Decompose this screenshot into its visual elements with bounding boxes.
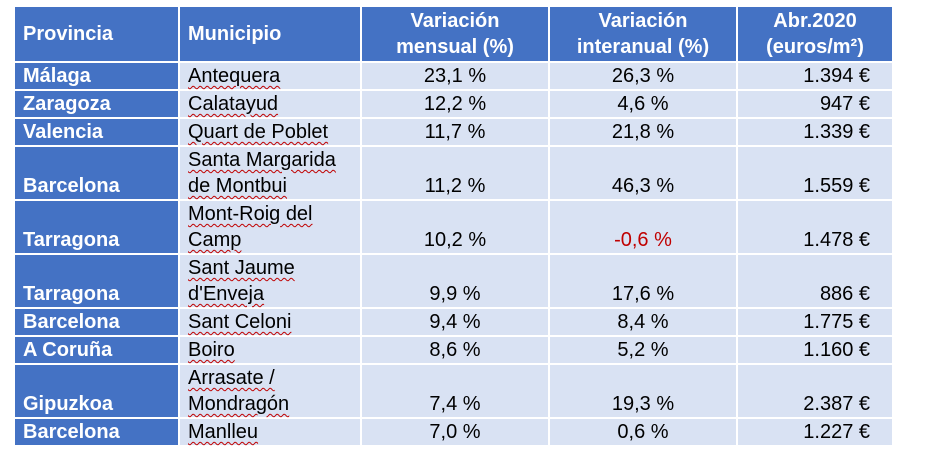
table-row: Barcelona Sant Celoni 9,4 % 8,4 % 1.775 € [13, 307, 894, 337]
price-cell: 947 € [736, 89, 894, 119]
monthly-change-cell: 7,4 % [360, 363, 550, 419]
municipality-cell: Calatayud [178, 89, 362, 119]
province-cell: Barcelona [13, 417, 180, 447]
annual-change-cell: -0,6 % [548, 199, 738, 255]
column-header: Variación interanual (%) [548, 5, 738, 63]
monthly-change-cell: 11,7 % [360, 117, 550, 147]
monthly-change-cell: 9,4 % [360, 307, 550, 337]
annual-change-cell: 46,3 % [548, 145, 738, 201]
municipality-cell: Arrasate / Mondragón [178, 363, 362, 419]
monthly-change-cell: 10,2 % [360, 199, 550, 255]
annual-change-cell: 5,2 % [548, 335, 738, 365]
price-cell: 1.227 € [736, 417, 894, 447]
province-cell: Valencia [13, 117, 180, 147]
table-row: Zaragoza Calatayud 12,2 % 4,6 % 947 € [13, 89, 894, 119]
table-row: Gipuzkoa Arrasate / Mondragón 7,4 % 19,3 % 2… [13, 363, 894, 419]
annual-change-cell: 8,4 % [548, 307, 738, 337]
column-header: Municipio [178, 5, 362, 63]
municipality-cell: Sant Celoni [178, 307, 362, 337]
table-row: Barcelona Santa Margarida de Montbui 11,2 … [13, 145, 894, 201]
table-body: Málaga Antequera 23,1 % 26,3 % 1.394 € Zarago… [13, 61, 894, 447]
annual-change-cell: 26,3 % [548, 61, 738, 91]
municipality-cell: Boiro [178, 335, 362, 365]
annual-change-cell: 21,8 % [548, 117, 738, 147]
price-cell: 1.160 € [736, 335, 894, 365]
municipality-cell: Quart de Poblet [178, 117, 362, 147]
monthly-change-cell: 11,2 % [360, 145, 550, 201]
table-row: A Coruña Boiro 8,6 % 5,2 % 1.160 € [13, 335, 894, 365]
price-cell: 1.559 € [736, 145, 894, 201]
table-row: Tarragona Mont-Roig del Camp 10,2 % -0,6 % 1… [13, 199, 894, 255]
price-cell: 1.775 € [736, 307, 894, 337]
price-cell: 1.478 € [736, 199, 894, 255]
price-cell: 1.394 € [736, 61, 894, 91]
province-cell: A Coruña [13, 335, 180, 365]
municipality-cell: Sant Jaume d'Enveja [178, 253, 362, 309]
price-cell: 1.339 € [736, 117, 894, 147]
price-cell: 886 € [736, 253, 894, 309]
province-cell: Barcelona [13, 145, 180, 201]
annual-change-cell: 17,6 % [548, 253, 738, 309]
column-header: Abr.2020 (euros/m²) [736, 5, 894, 63]
annual-change-cell: 4,6 % [548, 89, 738, 119]
table-row: Valencia Quart de Poblet 11,7 % 21,8 % 1.339… [13, 117, 894, 147]
header-row: Provincia Municipio Variación mensual (%) V… [13, 5, 894, 63]
municipality-cell: Antequera [178, 61, 362, 91]
column-header: Variación mensual (%) [360, 5, 550, 63]
data-table: Provincia Municipio Variación mensual (%) V… [13, 5, 894, 447]
price-cell: 2.387 € [736, 363, 894, 419]
province-cell: Tarragona [13, 199, 180, 255]
province-cell: Málaga [13, 61, 180, 91]
table-row: Tarragona Sant Jaume d'Enveja 9,9 % 17,6 % 8… [13, 253, 894, 309]
monthly-change-cell: 23,1 % [360, 61, 550, 91]
table-row: Barcelona Manlleu 7,0 % 0,6 % 1.227 € [13, 417, 894, 447]
monthly-change-cell: 9,9 % [360, 253, 550, 309]
province-cell: Gipuzkoa [13, 363, 180, 419]
monthly-change-cell: 7,0 % [360, 417, 550, 447]
province-cell: Zaragoza [13, 89, 180, 119]
municipality-cell: Santa Margarida de Montbui [178, 145, 362, 201]
municipality-cell: Manlleu [178, 417, 362, 447]
annual-change-cell: 19,3 % [548, 363, 738, 419]
column-header: Provincia [13, 5, 180, 63]
municipality-cell: Mont-Roig del Camp [178, 199, 362, 255]
province-cell: Barcelona [13, 307, 180, 337]
monthly-change-cell: 8,6 % [360, 335, 550, 365]
annual-change-cell: 0,6 % [548, 417, 738, 447]
table-row: Málaga Antequera 23,1 % 26,3 % 1.394 € [13, 61, 894, 91]
monthly-change-cell: 12,2 % [360, 89, 550, 119]
province-cell: Tarragona [13, 253, 180, 309]
